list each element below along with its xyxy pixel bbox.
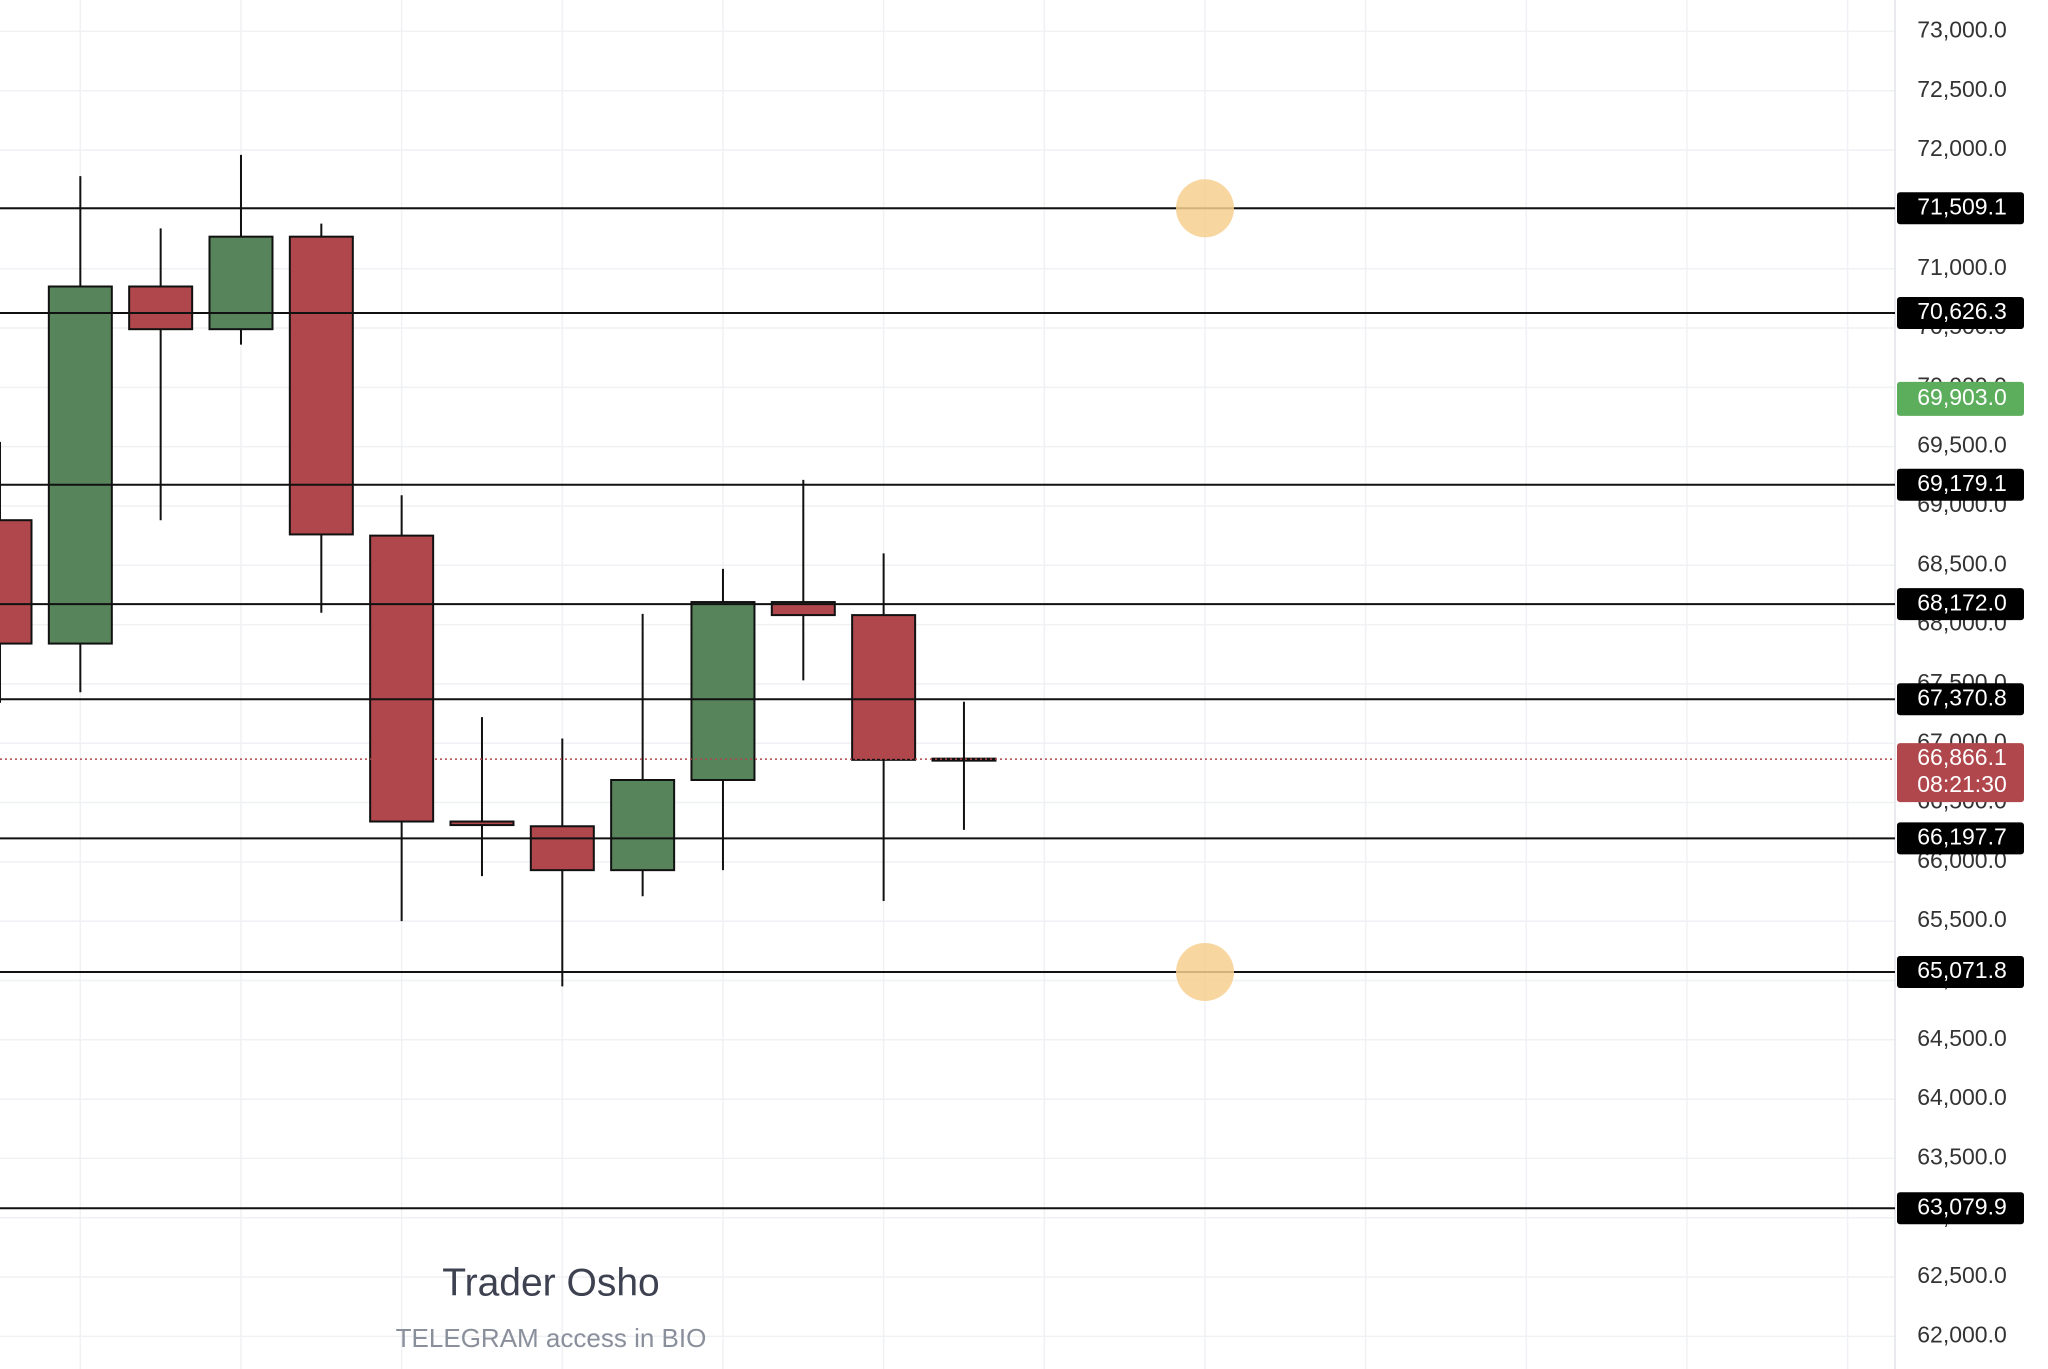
price-axis: 62,000.062,500.063,000.063,500.064,000.0… [1897, 17, 2024, 1347]
watermark-title: Trader Osho [442, 1261, 659, 1304]
y-tick-label: 72,500.0 [1917, 76, 2007, 102]
marker [1176, 179, 1234, 238]
y-tick-label: 62,000.0 [1917, 1321, 2007, 1347]
price-label: 69,903.0 [1917, 384, 2007, 410]
candle-body [128, 285, 194, 331]
last-price-label: 66,866.1 [1917, 744, 2007, 770]
level-label: 70,626.3 [1917, 298, 2007, 324]
y-tick-label: 68,500.0 [1917, 550, 2007, 576]
y-tick-label: 69,500.0 [1917, 432, 2007, 458]
watermark-subtitle: TELEGRAM access in BIO [396, 1323, 707, 1353]
candle-body [288, 235, 354, 536]
level-label-box [1897, 955, 2024, 988]
marker [1176, 942, 1234, 1001]
level-label: 66,197.7 [1917, 823, 2007, 849]
price-label-box [1897, 381, 2024, 416]
candle-body [851, 614, 917, 761]
y-tick-label: 73,000.0 [1917, 17, 2007, 43]
level-label: 63,079.9 [1917, 1193, 2007, 1219]
level-label-box [1897, 822, 2024, 855]
last-price-box [1897, 743, 2024, 803]
y-tick-label: 72,000.0 [1917, 135, 2007, 161]
level-label: 68,172.0 [1917, 589, 2007, 615]
y-tick-label: 64,000.0 [1917, 1084, 2007, 1110]
level-label-box [1897, 192, 2024, 225]
y-tick-label: 71,000.0 [1917, 254, 2007, 280]
level-label-box [1897, 1192, 2024, 1225]
y-tick-label: 64,500.0 [1917, 1025, 2007, 1051]
level-label-box [1897, 683, 2024, 716]
level-label-box [1897, 588, 2024, 621]
countdown-label: 08:21:30 [1917, 771, 2007, 797]
candle-body [529, 825, 595, 872]
level-label: 65,071.8 [1917, 957, 2007, 983]
candle-body [0, 519, 33, 645]
level-label: 71,509.1 [1917, 193, 2007, 219]
candle-body [770, 601, 836, 617]
level-label-box [1897, 297, 2024, 330]
candle-body [610, 778, 676, 872]
level-label-box [1897, 468, 2024, 501]
y-tick-label: 62,500.0 [1917, 1262, 2007, 1288]
y-tick-label: 65,500.0 [1917, 906, 2007, 932]
candle-body [449, 820, 515, 827]
candle-body [690, 601, 756, 781]
y-tick-label: 63,500.0 [1917, 1144, 2007, 1170]
level-label: 69,179.1 [1917, 470, 2007, 496]
plot-area [0, 154, 1895, 1210]
candle-body [208, 235, 274, 331]
candle-body [47, 285, 113, 645]
candle-body [369, 534, 435, 823]
level-label: 67,370.8 [1917, 684, 2007, 710]
